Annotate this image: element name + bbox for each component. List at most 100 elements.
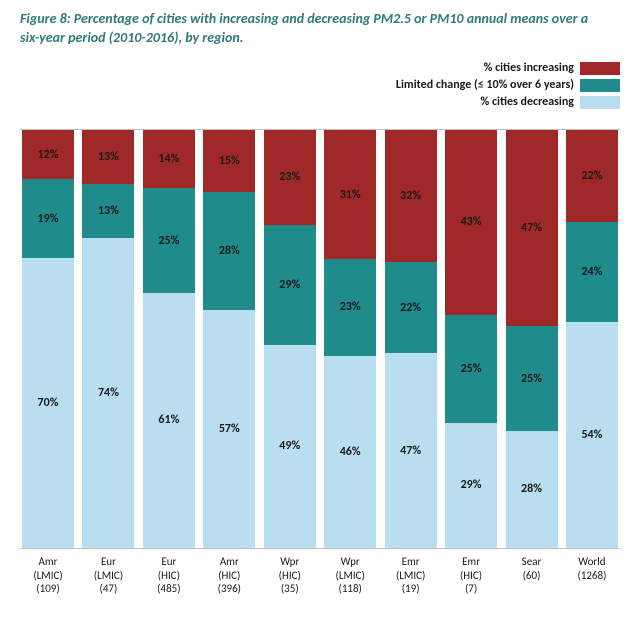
x-axis-label: World(1268)	[566, 555, 618, 596]
bar-segment-decreasing: 54%	[566, 322, 618, 548]
axis-label-count: (1268)	[566, 569, 618, 583]
axis-label-group: (HIC)	[264, 569, 316, 583]
segment-value-label: 49%	[279, 439, 300, 453]
x-axis-label: Wpr(LMIC)(118)	[324, 555, 376, 596]
segment-value-label: 32%	[400, 189, 421, 203]
segment-value-label: 25%	[461, 362, 482, 376]
bar-segment-decreasing: 61%	[143, 293, 195, 548]
axis-label-name: Amr	[22, 555, 74, 569]
bar-segment-limited: 25%	[506, 326, 558, 431]
segment-value-label: 47%	[400, 444, 421, 458]
x-axis-label: Sear(60)	[506, 555, 558, 596]
legend-label: % cities decreasing	[481, 95, 580, 109]
legend-swatch-increasing	[580, 62, 620, 75]
axis-label-name: Emr	[385, 555, 437, 569]
axis-label-group: (LMIC)	[82, 569, 134, 583]
segment-value-label: 31%	[340, 188, 361, 202]
axis-label-group: (HIC)	[203, 569, 255, 583]
axis-label-count: (7)	[445, 582, 497, 596]
segment-value-label: 46%	[340, 445, 361, 459]
legend-item-increasing: % cities increasing	[20, 60, 620, 77]
bar-segment-limited: 19%	[22, 179, 74, 258]
bar-segment-increasing: 31%	[324, 130, 376, 260]
bar-column: 14% 25% 61%	[143, 130, 195, 548]
segment-value-label: 74%	[98, 386, 119, 400]
plot-area: 12% 19% 70% 13% 13% 74% 14% 25% 61% 15% 28% 57% 23% 2…	[20, 129, 620, 549]
bar-segment-decreasing: 46%	[324, 356, 376, 548]
axis-label-count: (47)	[82, 582, 134, 596]
segment-value-label: 23%	[340, 300, 361, 314]
bar-segment-increasing: 47%	[506, 130, 558, 326]
legend-item-limited: Limited change (≤ 10% over 6 years)	[20, 77, 620, 94]
axis-label-name: Wpr	[324, 555, 376, 569]
axis-label-count: (485)	[143, 582, 195, 596]
x-axis-label: Wpr(HIC)(35)	[264, 555, 316, 596]
segment-value-label: 29%	[279, 278, 300, 292]
axis-label-name: Sear	[506, 555, 558, 569]
x-axis-label: Emr(LMIC)(19)	[385, 555, 437, 596]
bar-segment-limited: 25%	[445, 315, 497, 423]
bar-column: 15% 28% 57%	[203, 130, 255, 548]
x-axis-label: Amr(LMIC)(109)	[22, 555, 74, 596]
bar-segment-decreasing: 74%	[82, 238, 134, 547]
bar-column: 47% 25% 28%	[506, 130, 558, 548]
bar-segment-increasing: 13%	[82, 130, 134, 184]
segment-value-label: 28%	[521, 482, 542, 496]
bar-segment-decreasing: 70%	[22, 258, 74, 548]
segment-value-label: 23%	[279, 170, 300, 184]
axis-label-group: (LMIC)	[324, 569, 376, 583]
axis-label-group: (HIC)	[143, 569, 195, 583]
segment-value-label: 12%	[38, 148, 59, 162]
axis-label-count: (109)	[22, 582, 74, 596]
segment-value-label: 13%	[98, 204, 119, 218]
bar-segment-increasing: 22%	[566, 130, 618, 222]
x-axis-label: Amr(HIC)(396)	[203, 555, 255, 596]
segment-value-label: 28%	[219, 244, 240, 258]
bar-column: 32% 22% 47%	[385, 130, 437, 548]
segment-value-label: 14%	[158, 152, 179, 166]
bar-segment-decreasing: 57%	[203, 310, 255, 548]
bar-segment-increasing: 12%	[22, 130, 74, 180]
bar-column: 13% 13% 74%	[82, 130, 134, 548]
bar-segment-increasing: 14%	[143, 130, 195, 189]
axis-label-group: (LMIC)	[22, 569, 74, 583]
bar-segment-limited: 29%	[264, 225, 316, 345]
segment-value-label: 22%	[400, 301, 421, 315]
legend-swatch-decreasing	[580, 96, 620, 109]
segment-value-label: 47%	[521, 221, 542, 235]
x-axis-label: Eur(HIC)(485)	[143, 555, 195, 596]
bar-column: 12% 19% 70%	[22, 130, 74, 548]
bar-segment-limited: 28%	[203, 192, 255, 309]
segment-value-label: 70%	[38, 396, 59, 410]
bar-segment-limited: 13%	[82, 184, 134, 238]
segment-value-label: 54%	[581, 428, 602, 442]
bar-segment-increasing: 23%	[264, 130, 316, 225]
legend-label: % cities increasing	[484, 61, 580, 75]
axis-label-group: (HIC)	[445, 569, 497, 583]
segment-value-label: 24%	[581, 265, 602, 279]
axis-label-name: Eur	[143, 555, 195, 569]
bar-segment-decreasing: 47%	[385, 353, 437, 548]
segment-value-label: 61%	[158, 413, 179, 427]
x-axis-label: Eur(LMIC)(47)	[82, 555, 134, 596]
segment-value-label: 15%	[219, 154, 240, 168]
segment-value-label: 57%	[219, 422, 240, 436]
legend-item-decreasing: % cities decreasing	[20, 94, 620, 111]
legend-swatch-limited	[580, 79, 620, 92]
axis-label-name: Amr	[203, 555, 255, 569]
bar-segment-limited: 24%	[566, 222, 618, 322]
segment-value-label: 13%	[98, 150, 119, 164]
legend-label: Limited change (≤ 10% over 6 years)	[396, 78, 580, 92]
bar-segment-decreasing: 28%	[506, 431, 558, 548]
figure-container: Figure 8: Percentage of cities with incr…	[0, 0, 640, 643]
bar-segment-decreasing: 49%	[264, 345, 316, 548]
bar-segment-increasing: 43%	[445, 130, 497, 315]
axis-label-count: (118)	[324, 582, 376, 596]
bar-segment-decreasing: 29%	[445, 423, 497, 548]
segment-value-label: 25%	[158, 234, 179, 248]
axis-label-count: (35)	[264, 582, 316, 596]
bar-segment-increasing: 32%	[385, 130, 437, 262]
bar-segment-limited: 22%	[385, 262, 437, 353]
axis-label-name: Emr	[445, 555, 497, 569]
segment-value-label: 25%	[521, 372, 542, 386]
